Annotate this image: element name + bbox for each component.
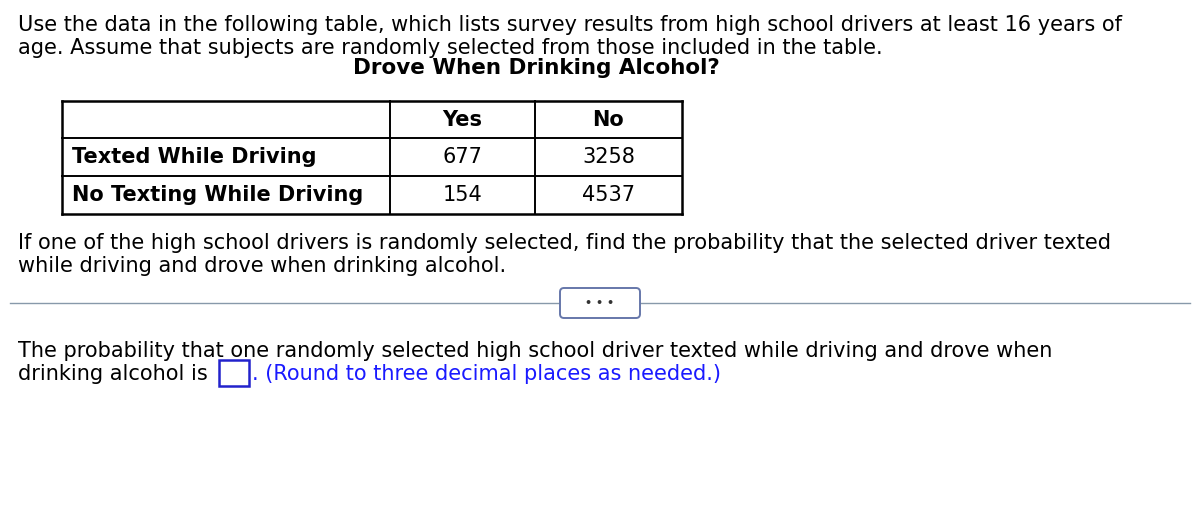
Text: 4537: 4537 [582,185,635,205]
Text: 154: 154 [443,185,482,205]
Text: 677: 677 [443,147,482,167]
Text: drinking alcohol is: drinking alcohol is [18,364,215,384]
Text: . (Round to three decimal places as needed.): . (Round to three decimal places as need… [252,364,721,384]
Text: No Texting While Driving: No Texting While Driving [72,185,364,205]
Text: age. Assume that subjects are randomly selected from those included in the table: age. Assume that subjects are randomly s… [18,38,883,58]
Text: 3258: 3258 [582,147,635,167]
Text: • • •: • • • [586,298,614,308]
Text: Drove When Drinking Alcohol?: Drove When Drinking Alcohol? [353,58,719,78]
FancyBboxPatch shape [560,288,640,318]
Text: The probability that one randomly selected high school driver texted while drivi: The probability that one randomly select… [18,341,1052,361]
Text: Yes: Yes [443,109,482,130]
Text: No: No [593,109,624,130]
Text: If one of the high school drivers is randomly selected, find the probability tha: If one of the high school drivers is ran… [18,233,1111,253]
Text: while driving and drove when drinking alcohol.: while driving and drove when drinking al… [18,256,506,276]
Text: Texted While Driving: Texted While Driving [72,147,317,167]
FancyBboxPatch shape [220,360,250,386]
Text: Use the data in the following table, which lists survey results from high school: Use the data in the following table, whi… [18,15,1122,35]
